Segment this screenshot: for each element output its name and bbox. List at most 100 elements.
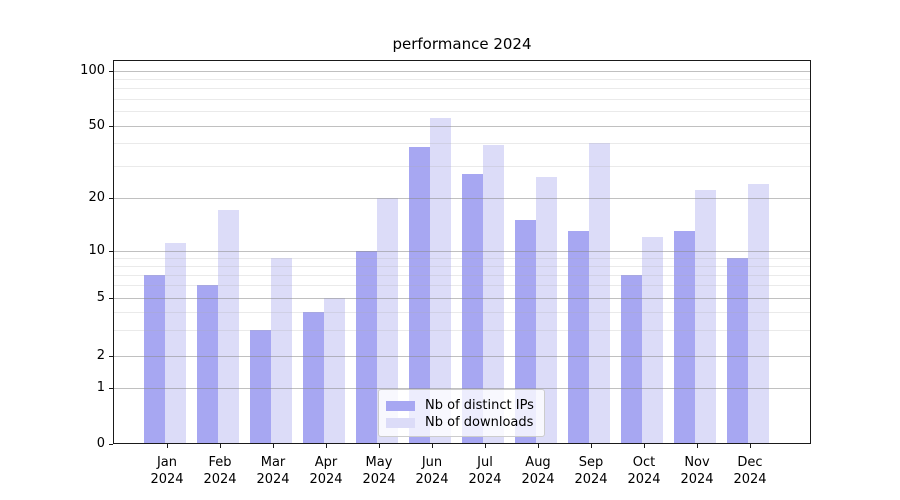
x-tick-month: Aug xyxy=(525,455,551,470)
major-gridline-1 xyxy=(113,388,811,389)
bar-downloads-jan xyxy=(165,243,186,444)
x-tick-label-jun: Jun 2024 xyxy=(400,454,464,488)
y-tick-mark-2 xyxy=(109,355,113,357)
x-tick-mark-may xyxy=(379,444,380,448)
minor-gridline-9 xyxy=(113,257,811,259)
x-tick-label-sep: Sep 2024 xyxy=(559,454,623,488)
x-tick-mark-jul xyxy=(485,444,486,448)
bar-distinct-ips-may xyxy=(356,250,377,444)
x-tick-label-jul: Jul 2024 xyxy=(453,454,517,488)
bar-downloads-feb xyxy=(218,210,239,444)
bar-distinct-ips-nov xyxy=(674,230,695,444)
bar-distinct-ips-apr xyxy=(303,311,324,444)
minor-gridline-70 xyxy=(113,98,811,100)
y-tick-label-10: 10 xyxy=(88,242,105,258)
minor-gridline-6 xyxy=(113,285,811,287)
y-tick-mark-5 xyxy=(109,297,113,299)
bar-distinct-ips-feb xyxy=(197,285,218,444)
minor-gridline-4 xyxy=(113,311,811,313)
minor-gridline-80 xyxy=(113,88,811,90)
x-tick-year: 2024 xyxy=(680,472,714,487)
y-tick-label-20: 20 xyxy=(88,190,105,205)
x-tick-label-jan: Jan 2024 xyxy=(135,454,199,488)
x-tick-label-aug: Aug 2024 xyxy=(506,454,570,488)
x-tick-mark-nov xyxy=(697,444,698,448)
bar-downloads-may xyxy=(377,198,398,444)
x-tick-label-feb: Feb 2024 xyxy=(188,454,252,488)
plot-area xyxy=(113,60,811,444)
bar-distinct-ips-jul xyxy=(462,174,483,444)
x-tick-month: Mar xyxy=(260,455,286,470)
minor-gridline-3 xyxy=(113,329,811,331)
x-tick-mark-mar xyxy=(273,444,274,448)
bar-distinct-ips-oct xyxy=(621,274,642,444)
y-tick-mark-100 xyxy=(109,70,113,72)
bar-downloads-aug xyxy=(536,177,557,444)
bar-distinct-ips-jun xyxy=(409,147,430,444)
y-tick-label-2: 2 xyxy=(96,347,105,363)
y-tick-label-1: 1 xyxy=(96,380,105,395)
y-tick-label-100: 100 xyxy=(80,62,105,78)
bar-distinct-ips-jan xyxy=(144,274,165,444)
x-tick-month: Feb xyxy=(208,455,232,470)
bar-downloads-mar xyxy=(271,257,292,444)
bar-downloads-jun xyxy=(430,117,451,444)
minor-gridline-30 xyxy=(113,165,811,167)
x-tick-mark-jan xyxy=(167,444,168,448)
legend-swatch-distinct-ips xyxy=(386,400,415,411)
x-tick-label-oct: Oct 2024 xyxy=(612,454,676,488)
y-tick-mark-50 xyxy=(109,125,113,127)
x-tick-mark-apr xyxy=(326,444,327,448)
legend-swatch-downloads xyxy=(386,417,415,428)
minor-gridline-60 xyxy=(113,111,811,113)
legend-row-distinct-ips: Nb of distinct IPs xyxy=(386,397,538,414)
minor-gridline-40 xyxy=(113,143,811,145)
x-tick-year: 2024 xyxy=(150,472,184,487)
bar-downloads-nov xyxy=(695,190,716,444)
minor-gridline-7 xyxy=(113,274,811,276)
major-gridline-50 xyxy=(113,125,811,127)
legend-label-downloads: Nb of downloads xyxy=(425,415,534,430)
x-tick-month: Sep xyxy=(578,455,604,470)
x-tick-mark-dec xyxy=(750,444,751,448)
x-tick-year: 2024 xyxy=(468,472,502,487)
bar-distinct-ips-sep xyxy=(568,230,589,444)
x-tick-mark-aug xyxy=(538,444,539,448)
x-tick-year: 2024 xyxy=(309,472,343,487)
bar-downloads-apr xyxy=(324,297,345,444)
bar-downloads-dec xyxy=(748,183,769,444)
x-tick-year: 2024 xyxy=(362,472,396,487)
major-gridline-20 xyxy=(113,198,811,199)
y-tick-mark-20 xyxy=(109,198,113,199)
x-tick-mark-sep xyxy=(591,444,592,448)
x-tick-month: Dec xyxy=(737,455,763,470)
x-tick-label-may: May 2024 xyxy=(347,454,411,488)
x-tick-year: 2024 xyxy=(574,472,608,487)
major-gridline-5 xyxy=(113,297,811,299)
y-tick-label-50: 50 xyxy=(88,117,105,133)
legend-label-distinct-ips: Nb of distinct IPs xyxy=(425,398,534,413)
minor-gridline-8 xyxy=(113,265,811,267)
chart-title: performance 2024 xyxy=(392,35,532,53)
x-tick-mark-oct xyxy=(644,444,645,448)
legend: Nb of distinct IPs Nb of downloads xyxy=(378,389,545,437)
legend-row-downloads: Nb of downloads xyxy=(386,414,538,431)
y-tick-mark-10 xyxy=(109,250,113,252)
x-tick-year: 2024 xyxy=(521,472,555,487)
x-tick-month: Apr xyxy=(314,455,338,470)
x-tick-month: Oct xyxy=(632,455,656,470)
major-gridline-2 xyxy=(113,355,811,357)
x-tick-year: 2024 xyxy=(627,472,661,487)
x-tick-label-apr: Apr 2024 xyxy=(294,454,358,488)
x-tick-year: 2024 xyxy=(733,472,767,487)
major-gridline-10 xyxy=(113,250,811,252)
x-tick-month: Jun xyxy=(421,455,443,470)
x-tick-month: Nov xyxy=(684,455,710,470)
bar-distinct-ips-mar xyxy=(250,329,271,444)
x-tick-mark-jun xyxy=(432,444,433,448)
bar-distinct-ips-dec xyxy=(727,257,748,444)
bar-downloads-oct xyxy=(642,236,663,444)
x-tick-month: Jan xyxy=(156,455,178,470)
x-tick-year: 2024 xyxy=(256,472,290,487)
